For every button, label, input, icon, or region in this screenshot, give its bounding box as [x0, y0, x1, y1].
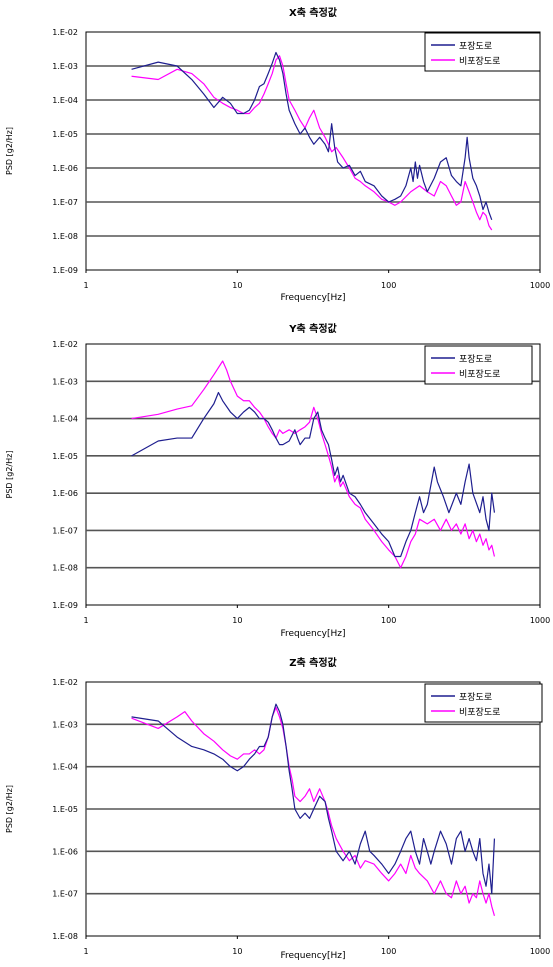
y-tick-label: 1.E-03 — [52, 62, 78, 71]
y-axis-label: PSD [g2/Hz] — [5, 451, 14, 499]
x-tick-label: 1000 — [530, 281, 550, 290]
chart-2: 1.E-09 1.E-08 1.E-07 1.E-06 1.E-05 1.E-04 1.E-… — [5, 322, 550, 639]
legend-label: 비포장도로 — [459, 56, 500, 67]
y-tick-label: 1.E-09 — [52, 266, 78, 275]
y-tick-label: 1.E-07 — [52, 526, 78, 535]
y-tick-label: 1.E-08 — [52, 564, 78, 573]
legend-label: 포장도로 — [459, 41, 492, 52]
series-line-2 — [131, 55, 493, 231]
x-tick-label: 10 — [232, 281, 242, 290]
x-tick-label: 1000 — [530, 947, 550, 956]
x-tick-label: 10 — [232, 947, 242, 956]
y-tick-label: 1.E-08 — [52, 932, 78, 941]
x-axis-label: Frequency[Hz] — [280, 293, 345, 303]
legend-box — [424, 32, 541, 72]
y-tick-label: 1.E-03 — [52, 720, 78, 729]
legend-label: 비포장도로 — [459, 369, 500, 380]
x-tick-label: 100 — [381, 281, 396, 290]
x-tick-label: 10 — [232, 616, 242, 625]
y-tick-label: 1.E-07 — [52, 890, 78, 899]
series-line-2 — [131, 706, 496, 916]
y-tick-label: 1.E-05 — [52, 452, 78, 461]
x-axis-label: Frequency[Hz] — [280, 951, 345, 961]
y-tick-label: 1.E-06 — [52, 489, 78, 498]
plot-area — [85, 31, 541, 271]
x-axis-label: Frequency[Hz] — [280, 629, 345, 639]
series-line-1 — [131, 391, 496, 558]
legend-box — [424, 345, 533, 385]
chart-title: X축 측정값 — [289, 6, 338, 19]
y-tick-label: 1.E-05 — [52, 130, 78, 139]
legend-label: 포장도로 — [459, 354, 492, 365]
legend-box — [424, 683, 543, 723]
y-tick-label: 1.E-05 — [52, 805, 78, 814]
x-tick-label: 1 — [83, 281, 88, 290]
y-tick-label: 1.E-02 — [52, 28, 78, 37]
y-axis-label: PSD [g2/Hz] — [5, 785, 14, 833]
series-line-1 — [131, 703, 496, 895]
legend-label: 포장도로 — [459, 692, 492, 703]
plot-area — [85, 343, 541, 606]
x-tick-label: 1 — [83, 616, 88, 625]
y-tick-label: 1.E-06 — [52, 847, 78, 856]
x-tick-label: 100 — [381, 616, 396, 625]
y-tick-label: 1.E-02 — [52, 678, 78, 687]
y-tick-label: 1.E-06 — [52, 164, 78, 173]
legend-label: 비포장도로 — [459, 707, 500, 718]
x-tick-label: 1000 — [530, 616, 550, 625]
y-tick-label: 1.E-09 — [52, 601, 78, 610]
y-tick-label: 1.E-02 — [52, 340, 78, 349]
y-tick-label: 1.E-04 — [52, 96, 78, 105]
y-tick-label: 1.E-03 — [52, 377, 78, 386]
y-axis-label: PSD [g2/Hz] — [5, 127, 14, 175]
chart-1: 1.E-09 1.E-08 1.E-07 1.E-06 1.E-05 1.E-04 1.E-… — [5, 6, 550, 303]
y-tick-label: 1.E-07 — [52, 198, 78, 207]
series-line-1 — [131, 51, 493, 220]
y-tick-label: 1.E-04 — [52, 415, 78, 424]
series-line-2 — [131, 360, 496, 569]
y-tick-label: 1.E-08 — [52, 232, 78, 241]
x-tick-label: 100 — [381, 947, 396, 956]
chart-title: Y축 측정값 — [288, 322, 337, 335]
x-tick-label: 1 — [83, 947, 88, 956]
y-tick-label: 1.E-04 — [52, 763, 78, 772]
chart-title: Z축 측정값 — [289, 656, 337, 669]
chart-3: 1.E-08 1.E-07 1.E-06 1.E-05 1.E-04 1.E-03 1.E-… — [5, 656, 550, 961]
